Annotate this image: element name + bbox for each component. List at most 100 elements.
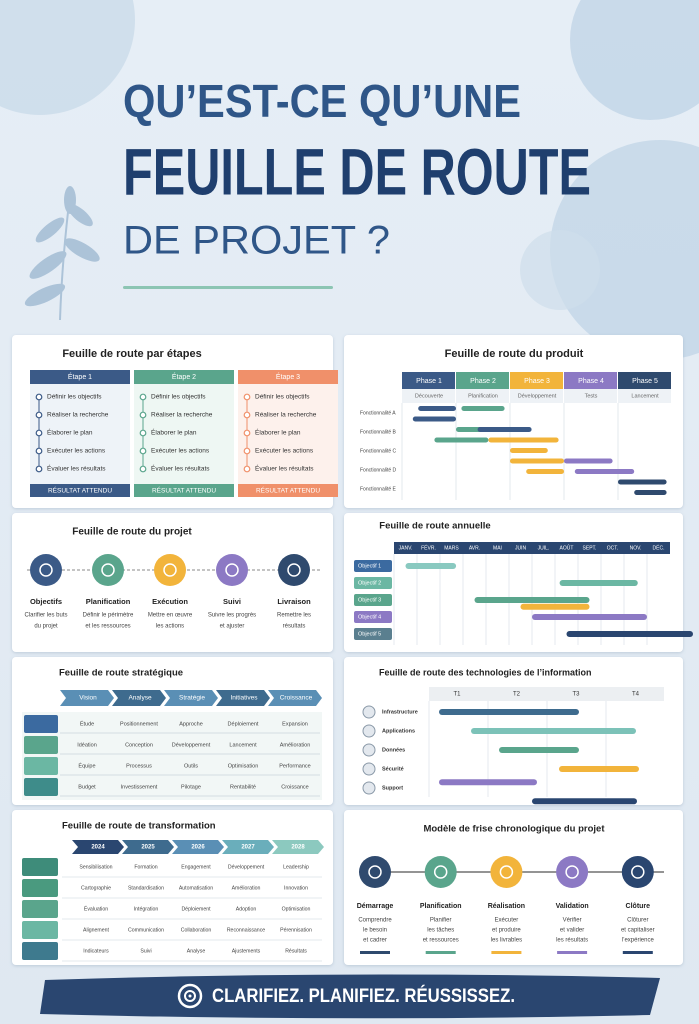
step-desc: et valider [560,928,584,934]
icon-glyph [433,865,448,879]
gantt-bar [439,779,537,786]
icon-glyph [368,865,382,879]
stage-chevron [60,690,114,706]
objective-tag [354,628,392,640]
grid-cell: Communication [128,927,164,933]
grid-cell: Innovation [284,885,308,891]
row-icon [22,900,58,918]
bullet [139,393,147,401]
grid-cell: Résultats [285,948,307,954]
objective-tag [354,560,392,572]
grid-cell: Évaluation [84,905,108,912]
phase-header [456,372,509,389]
grid-cell: Formation [134,864,157,870]
phase-header [564,372,617,389]
footer-icon [177,983,203,1009]
bullet [139,447,147,455]
title-main: FEUILLE DE ROUTE [123,134,591,208]
month-label: JANV. [399,545,413,551]
gantt-bar [520,603,590,610]
phase-name: Phase 4 [578,378,604,385]
grid-cell: Équipe [78,762,95,769]
month-label: MAI [493,545,502,551]
phase-name: Phase 3 [524,378,550,385]
gantt-bar [532,798,637,805]
stage-chevron [268,690,322,706]
panel-title: Feuille de route annuelle [379,521,490,532]
feature-label: Fonctionnalité C [360,448,397,454]
grid-cell: Étude [80,720,94,727]
stage-label: Analyse [128,695,152,702]
year-chevron [72,840,124,854]
month-label: JUIN [515,545,527,551]
phase-name: Phase 2 [470,378,496,385]
gantt-bar [461,406,505,411]
step-item: Définir les objectifs [151,394,206,401]
phase-sub-bg [456,389,509,403]
phase-sub: Lancement [631,393,659,399]
result-bar [134,484,234,497]
grid-cell: Investissement [121,784,158,790]
grid-cell: Développement [172,742,211,748]
grid-cell: Amélioration [280,742,311,748]
objective-label: Objectif 5 [358,631,381,637]
quarter-label: T3 [572,692,580,698]
column-bg [134,370,234,495]
step-desc: Clôturer [627,918,648,924]
quarter-label: T4 [632,692,640,698]
gantt-bar [618,479,667,485]
bullet [139,411,147,419]
step-name: Exécution [152,597,188,606]
step-desc: et les ressources [85,624,130,630]
month-header [394,542,670,554]
gantt-bar [510,458,564,464]
grid-cell: Collaboration [181,927,212,933]
icon-glyph [631,865,645,879]
row-icon [362,724,376,738]
stage-label: Initiatives [230,695,258,702]
grid-cell: Suivi [140,948,151,954]
phase-name: Phase 1 [416,378,442,385]
step-desc: Exécuter [495,918,519,924]
step-name: Démarrage [357,903,394,910]
bullet [243,447,251,455]
row-label: Sécurité [382,766,404,772]
step-desc: Clarifier les buts [24,613,67,619]
bullet [139,429,147,437]
result-label: RÉSULTAT ATTENDU [152,486,216,495]
step-icon [424,856,457,888]
phase-header [510,372,563,389]
grid-cell: Idéation [77,742,97,748]
step-item: Élaborer le plan [255,428,301,437]
gantt-bar [566,631,693,637]
step-desc: Suivre les progrès [208,613,256,619]
grid-cell: Engagement [181,864,211,870]
step-icon [621,856,654,888]
grid-cell: Optimisation [228,763,259,769]
result-bar [238,484,338,497]
panel-title: Feuille de route stratégique [59,668,183,679]
year-label: 2024 [91,845,105,851]
step-item: Évaluer les résultats [47,464,106,473]
step-desc: le besoin [363,928,387,934]
step-item: Évaluer les résultats [255,464,314,473]
grid-cell: Adoption [236,906,257,912]
gantt-bar [439,709,579,715]
bullet [35,447,43,455]
grid-cell: Développement [228,864,265,870]
grid-cell: Déploiement [181,906,211,912]
step-desc: les résultats [556,938,588,944]
quarter-header [429,687,664,701]
grid-cell: Budget [78,784,96,790]
stage-label: Stratégie [179,695,205,702]
month-label: AVR. [469,545,480,551]
leaf [24,186,100,321]
grid-cell: Positionnement [120,721,158,727]
phase-sub-bg [402,389,455,403]
step-desc: résultats [283,624,306,630]
step-name: Clôture [626,903,651,910]
step-icon [154,554,186,586]
objective-label: Objectif 2 [358,580,381,586]
decor-circle [570,0,699,120]
